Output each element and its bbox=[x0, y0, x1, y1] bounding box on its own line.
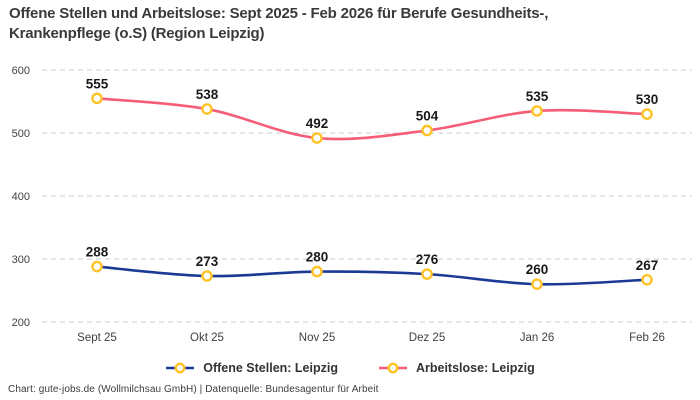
data-point-label: 280 bbox=[306, 250, 329, 265]
legend-swatch-line-marker-icon bbox=[166, 362, 195, 374]
data-point-marker[interactable] bbox=[421, 124, 433, 137]
y-axis-tick-label: 600 bbox=[12, 65, 30, 77]
data-point-marker[interactable] bbox=[531, 278, 543, 290]
chart-attribution: Chart: gute-jobs.de (Wollmilchsau GmbH) … bbox=[8, 384, 379, 395]
title-line-2: Krankenpflege (o.S) (Region Leipzig) bbox=[9, 25, 265, 43]
x-axis-tick-label: Okt 25 bbox=[190, 332, 224, 344]
legend-item-arbeitslose[interactable]: Arbeitslose: Leipzig bbox=[378, 361, 535, 375]
data-point-label: 535 bbox=[526, 89, 549, 104]
data-point-marker[interactable] bbox=[91, 260, 103, 273]
data-point-label: 538 bbox=[196, 87, 219, 102]
legend-label-offene-stellen: Offene Stellen: Leipzig bbox=[203, 361, 338, 375]
title-line-1: Offene Stellen und Arbeitslose: Sept 202… bbox=[9, 5, 549, 22]
data-point-label: 492 bbox=[306, 116, 329, 131]
y-axis-tick-label: 400 bbox=[12, 191, 30, 203]
y-axis-tick-label: 300 bbox=[12, 254, 30, 266]
x-axis-tick-label: Feb 26 bbox=[629, 332, 665, 344]
line-chart: 200 300 400 500 600 Sept 25 Okt 25 Nov 25 Dez 25… bbox=[0, 50, 700, 350]
data-point-label: 530 bbox=[636, 92, 659, 107]
chart-legend: Offene Stellen: Leipzig Arbeitslose: Lei… bbox=[0, 359, 700, 377]
page-title: Offene Stellen und Arbeitslose: Sept 202… bbox=[9, 4, 689, 45]
series-line-0 bbox=[95, 265, 649, 286]
x-axis-tick-label: Nov 25 bbox=[299, 332, 335, 344]
x-axis-tick-label: Sept 25 bbox=[77, 332, 117, 344]
legend-swatch-line-marker-icon bbox=[378, 362, 407, 374]
legend-label-arbeitslose: Arbeitslose: Leipzig bbox=[415, 361, 535, 375]
data-point-marker[interactable] bbox=[641, 273, 653, 286]
data-point-marker[interactable] bbox=[641, 108, 653, 120]
data-point-marker[interactable] bbox=[201, 103, 213, 115]
x-axis-tick-label: Jan 26 bbox=[520, 332, 555, 344]
chart-header: Offene Stellen und Arbeitslose: Sept 202… bbox=[9, 4, 689, 45]
chart-canvas: 200 300 400 500 600 Sept 25 Okt 25 Nov 25 Dez 25… bbox=[12, 65, 692, 344]
data-point-marker[interactable] bbox=[311, 265, 323, 278]
data-point-label: 555 bbox=[86, 76, 109, 91]
x-axis-tick-label: Dez 25 bbox=[409, 332, 445, 344]
data-point-label: 288 bbox=[86, 245, 109, 260]
legend-item-offene-stellen[interactable]: Offene Stellen: Leipzig bbox=[165, 361, 338, 375]
data-point-marker[interactable] bbox=[311, 132, 323, 144]
data-point-label: 276 bbox=[416, 252, 439, 267]
data-point-marker[interactable] bbox=[201, 270, 213, 282]
y-axis-tick-label: 200 bbox=[12, 317, 30, 329]
data-point-label: 273 bbox=[196, 254, 219, 269]
data-point-label: 267 bbox=[636, 258, 659, 273]
data-point-label: 504 bbox=[416, 108, 439, 123]
data-point-label: 260 bbox=[526, 262, 549, 277]
data-point-marker[interactable] bbox=[421, 268, 433, 280]
y-axis-tick-label: 500 bbox=[12, 128, 30, 140]
series-line-1 bbox=[95, 97, 649, 141]
data-point-marker[interactable] bbox=[91, 92, 103, 105]
data-point-marker[interactable] bbox=[531, 105, 543, 117]
